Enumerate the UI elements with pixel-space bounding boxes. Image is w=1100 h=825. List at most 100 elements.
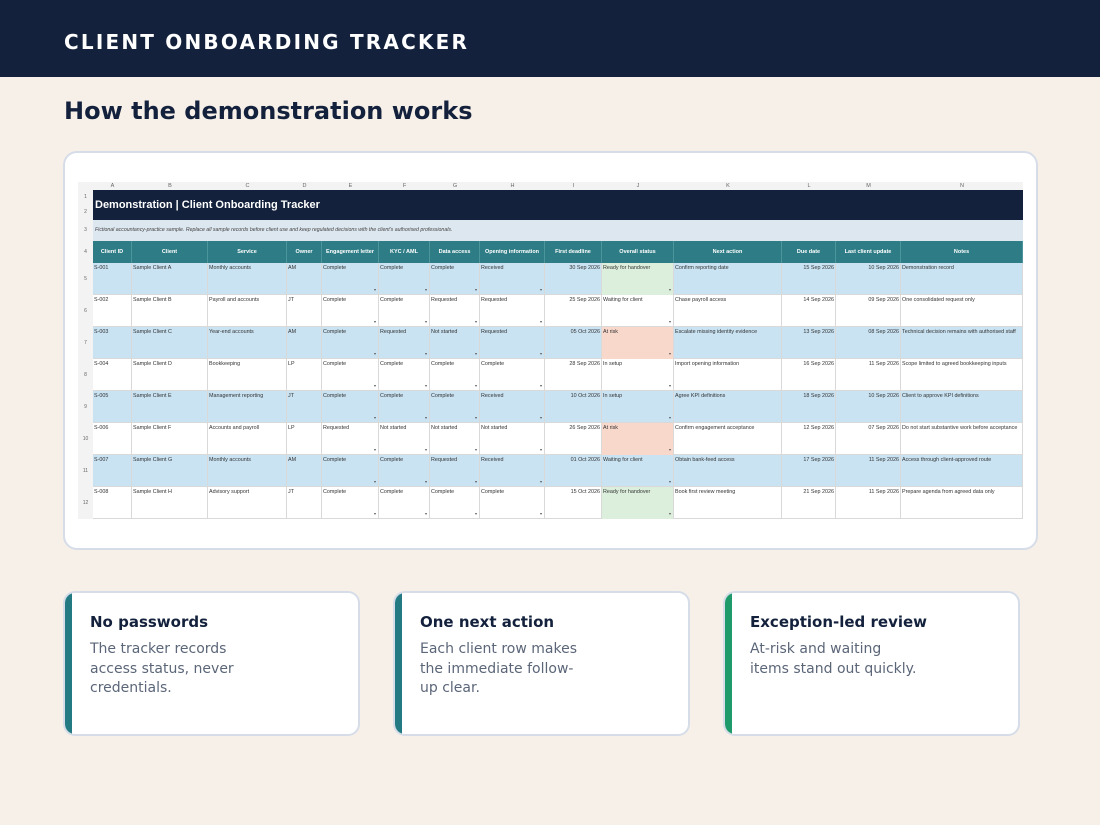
table-row[interactable]: S-006 Sample Client F Accounts and payroll… [93, 423, 1023, 455]
dropdown-arrow-icon[interactable]: ▾ [668, 415, 671, 420]
table-cell[interactable]: 14 Sep 2026 [782, 295, 836, 327]
dropdown-arrow-icon[interactable]: ▾ [424, 511, 427, 516]
table-cell[interactable]: JT [287, 487, 322, 519]
table-cell[interactable]: Complete ▾ [430, 359, 480, 391]
column-header[interactable]: Last client update [836, 241, 901, 263]
table-cell[interactable]: Received ▾ [480, 263, 545, 295]
row-number[interactable]: 8 [78, 359, 93, 391]
row-number[interactable]: 12 [78, 487, 93, 519]
table-cell[interactable]: Confirm reporting date [674, 263, 782, 295]
table-cell[interactable]: 21 Sep 2026 [782, 487, 836, 519]
row-number[interactable]: 3 [78, 220, 93, 241]
table-cell[interactable]: Accounts and payroll [208, 423, 287, 455]
table-cell[interactable]: S-008 [93, 487, 132, 519]
table-cell[interactable]: Requested ▾ [430, 455, 480, 487]
table-cell[interactable]: Year-end accounts [208, 327, 287, 359]
table-cell[interactable]: S-001 [93, 263, 132, 295]
table-cell[interactable]: 10 Sep 2026 [836, 391, 901, 423]
table-cell[interactable]: Waiting for client ▾ [602, 455, 674, 487]
column-letter[interactable]: B [168, 183, 172, 189]
table-cell[interactable]: Chase payroll access [674, 295, 782, 327]
row-number[interactable]: 4 [78, 241, 93, 263]
table-cell[interactable]: 18 Sep 2026 [782, 391, 836, 423]
table-cell[interactable]: S-002 [93, 295, 132, 327]
dropdown-arrow-icon[interactable]: ▾ [424, 447, 427, 452]
dropdown-arrow-icon[interactable]: ▾ [373, 447, 376, 452]
dropdown-arrow-icon[interactable]: ▾ [539, 383, 542, 388]
table-cell[interactable]: Not started ▾ [430, 327, 480, 359]
table-cell[interactable]: Complete ▾ [379, 263, 430, 295]
dropdown-arrow-icon[interactable]: ▾ [474, 447, 477, 452]
dropdown-arrow-icon[interactable]: ▾ [668, 351, 671, 356]
dropdown-arrow-icon[interactable]: ▾ [373, 351, 376, 356]
row-number[interactable]: 1 [78, 190, 93, 205]
table-cell[interactable]: Sample Client B [132, 295, 208, 327]
table-cell[interactable]: Scope limited to agreed bookkeeping inpu… [901, 359, 1023, 391]
dropdown-arrow-icon[interactable]: ▾ [668, 511, 671, 516]
row-number[interactable]: 7 [78, 327, 93, 359]
row-number[interactable]: 6 [78, 295, 93, 327]
table-cell[interactable]: In setup ▾ [602, 359, 674, 391]
table-cell[interactable]: S-007 [93, 455, 132, 487]
table-cell[interactable]: Not started ▾ [379, 423, 430, 455]
row-number[interactable]: 2 [78, 205, 93, 220]
table-cell[interactable]: 15 Sep 2026 [782, 263, 836, 295]
dropdown-arrow-icon[interactable]: ▾ [424, 479, 427, 484]
dropdown-arrow-icon[interactable]: ▾ [474, 415, 477, 420]
table-cell[interactable]: Complete ▾ [322, 455, 379, 487]
table-cell[interactable]: 16 Sep 2026 [782, 359, 836, 391]
column-letter[interactable]: I [572, 183, 575, 189]
table-cell[interactable]: Sample Client F [132, 423, 208, 455]
table-cell[interactable]: Management reporting [208, 391, 287, 423]
column-letter[interactable]: L [807, 183, 811, 189]
dropdown-arrow-icon[interactable]: ▾ [424, 383, 427, 388]
table-cell[interactable]: Complete ▾ [379, 295, 430, 327]
dropdown-arrow-icon[interactable]: ▾ [474, 511, 477, 516]
dropdown-arrow-icon[interactable]: ▾ [539, 415, 542, 420]
column-header[interactable]: KYC / AML [379, 241, 430, 263]
table-cell[interactable]: Confirm engagement acceptance [674, 423, 782, 455]
table-cell[interactable]: Not started ▾ [480, 423, 545, 455]
dropdown-arrow-icon[interactable]: ▾ [424, 351, 427, 356]
dropdown-arrow-icon[interactable]: ▾ [474, 351, 477, 356]
column-letter[interactable]: D [302, 183, 307, 189]
table-cell[interactable]: 11 Sep 2026 [836, 359, 901, 391]
table-row[interactable]: S-008 Sample Client H Advisory support JT Co… [93, 487, 1023, 519]
table-cell[interactable]: Complete ▾ [480, 359, 545, 391]
table-cell[interactable]: Sample Client A [132, 263, 208, 295]
column-letter[interactable]: H [510, 183, 515, 189]
dropdown-arrow-icon[interactable]: ▾ [373, 319, 376, 324]
dropdown-arrow-icon[interactable]: ▾ [373, 415, 376, 420]
table-cell[interactable]: Ready for handover ▾ [602, 263, 674, 295]
table-cell[interactable]: Sample Client H [132, 487, 208, 519]
dropdown-arrow-icon[interactable]: ▾ [539, 319, 542, 324]
table-cell[interactable]: Technical decision remains with authoris… [901, 327, 1023, 359]
table-cell[interactable]: Complete ▾ [379, 455, 430, 487]
table-cell[interactable]: 07 Sep 2026 [836, 423, 901, 455]
table-row[interactable]: S-005 Sample Client E Management reporting… [93, 391, 1023, 423]
table-cell[interactable]: S-006 [93, 423, 132, 455]
row-number[interactable]: 10 [78, 423, 93, 455]
table-row[interactable]: S-001 Sample Client A Monthly accounts AM Co… [93, 263, 1023, 295]
table-cell[interactable]: Client to approve KPI definitions [901, 391, 1023, 423]
table-cell[interactable]: Not started ▾ [430, 423, 480, 455]
column-header[interactable]: Client [132, 241, 208, 263]
table-cell[interactable]: Complete ▾ [379, 359, 430, 391]
table-cell[interactable]: Complete ▾ [480, 487, 545, 519]
table-cell[interactable]: 09 Sep 2026 [836, 295, 901, 327]
table-cell[interactable]: 17 Sep 2026 [782, 455, 836, 487]
dropdown-arrow-icon[interactable]: ▾ [474, 287, 477, 292]
table-cell[interactable]: 12 Sep 2026 [782, 423, 836, 455]
table-cell[interactable]: Access through client-approved route [901, 455, 1023, 487]
dropdown-arrow-icon[interactable]: ▾ [539, 351, 542, 356]
table-cell[interactable]: Agree KPI definitions [674, 391, 782, 423]
table-cell[interactable]: Complete ▾ [379, 391, 430, 423]
table-cell[interactable]: Complete ▾ [430, 391, 480, 423]
table-cell[interactable]: 25 Sep 2026 [545, 295, 602, 327]
row-number[interactable]: 9 [78, 391, 93, 423]
table-cell[interactable]: LP [287, 359, 322, 391]
table-cell[interactable]: In setup ▾ [602, 391, 674, 423]
table-cell[interactable]: S-004 [93, 359, 132, 391]
table-cell[interactable]: S-005 [93, 391, 132, 423]
dropdown-arrow-icon[interactable]: ▾ [424, 415, 427, 420]
